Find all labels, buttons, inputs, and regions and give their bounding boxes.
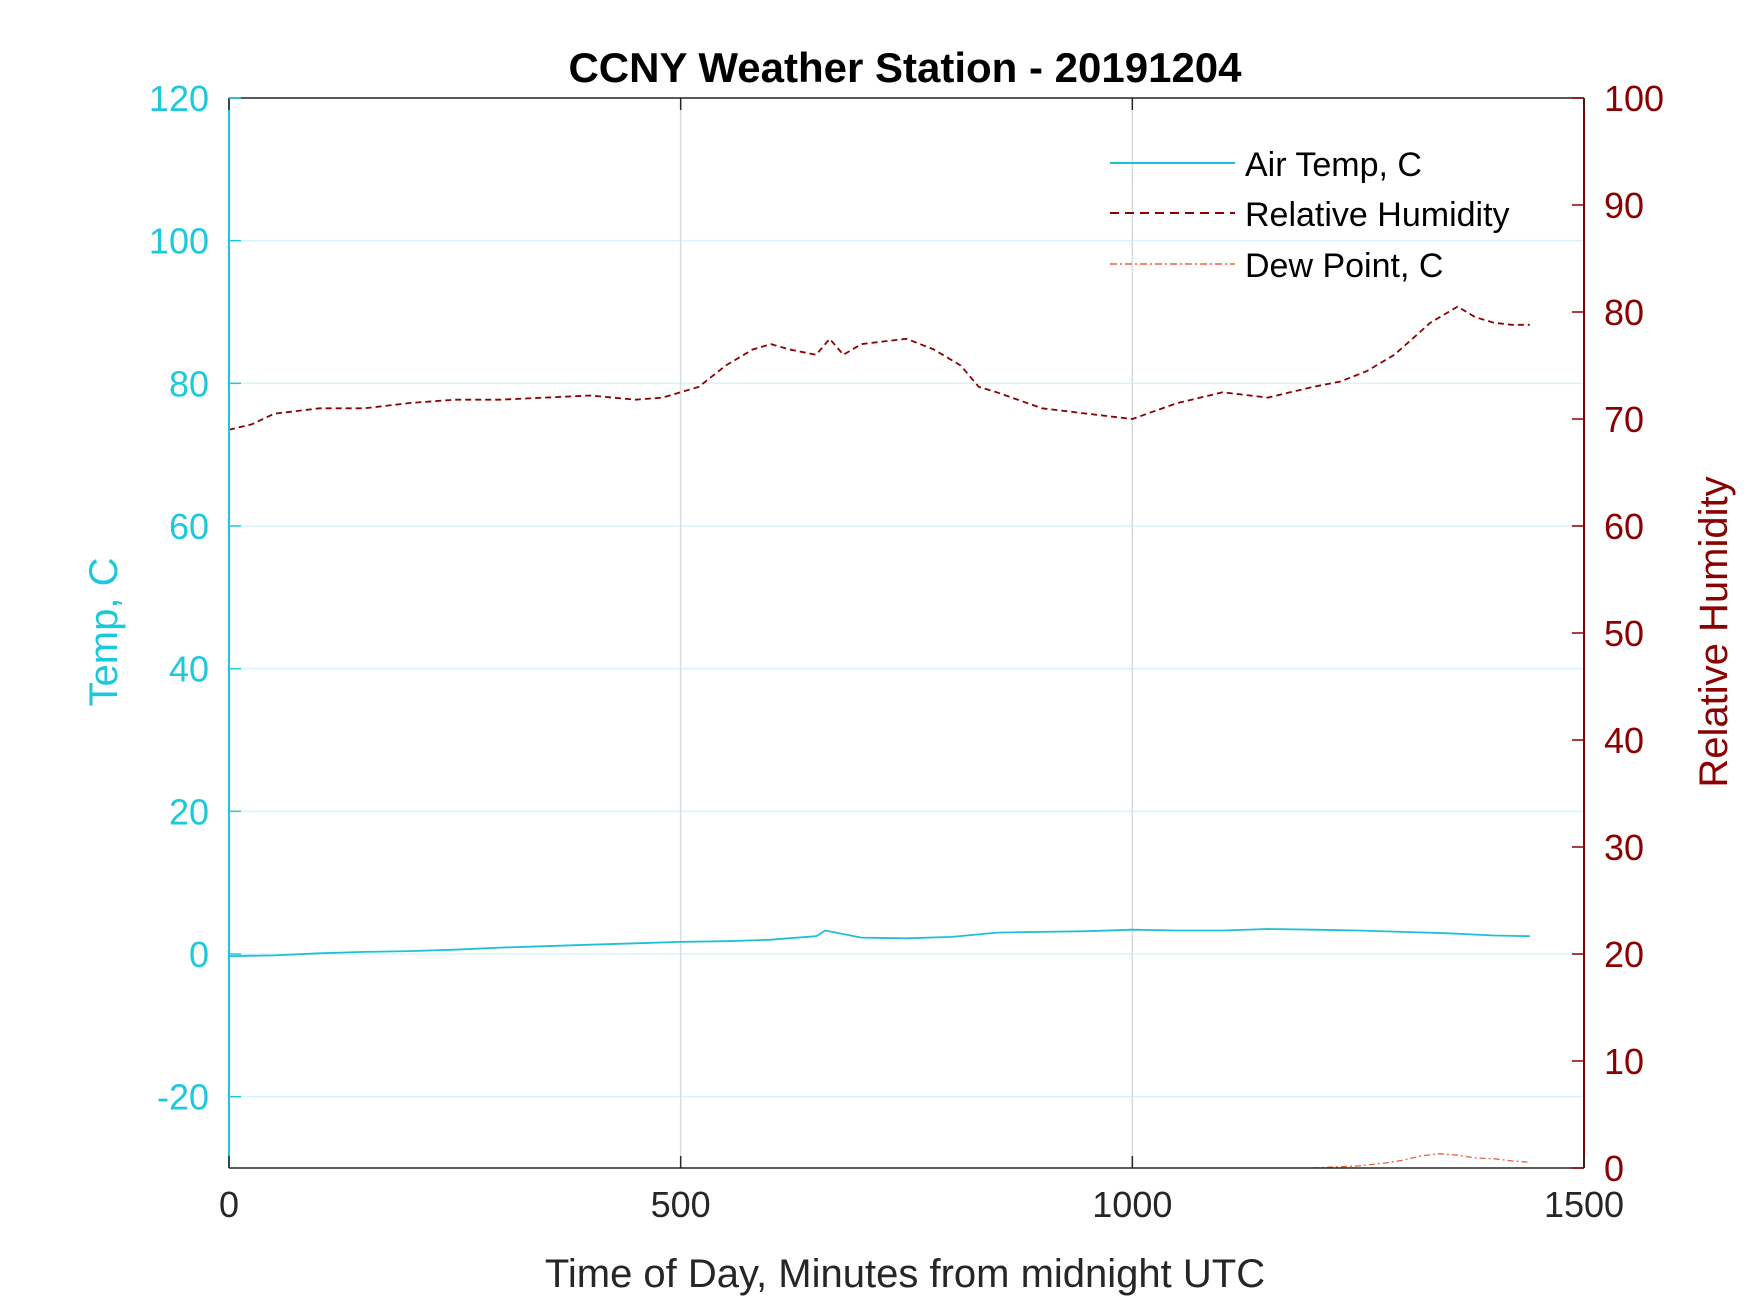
y-tick-label-left: -20 (157, 1077, 209, 1118)
y-tick-label-left: 60 (169, 506, 209, 547)
y-tick-label-right: 60 (1604, 506, 1644, 547)
x-tick-label: 1500 (1544, 1184, 1624, 1225)
y-tick-label-right: 10 (1604, 1041, 1644, 1082)
y-tick-label-right: 70 (1604, 399, 1644, 440)
y-axis-label-right: Relative Humidity (1692, 476, 1736, 787)
x-axis-label: Time of Day, Minutes from midnight UTC (545, 1252, 1265, 1296)
chart-title: CCNY Weather Station - 20191204 (568, 44, 1242, 91)
y-tick-label-right: 0 (1604, 1148, 1624, 1189)
legend: Air Temp, C Relative Humidity Dew Point,… (1110, 146, 1510, 285)
y-tick-label-right: 40 (1604, 720, 1644, 761)
y-tick-label-right: 20 (1604, 934, 1644, 975)
y-tick-label-right: 100 (1604, 78, 1664, 119)
x-tick-label: 1000 (1092, 1184, 1172, 1225)
series-line-relative-humidity (228, 305, 1530, 431)
series-line-air-temp-c (228, 928, 1530, 957)
y-tick-label-left: 0 (189, 934, 209, 975)
y-tick-label-right: 90 (1604, 185, 1644, 226)
y-tick-label-right: 80 (1604, 292, 1644, 333)
y-axis-label-left: Temp, C (82, 558, 126, 707)
y-tick-label-left: 100 (149, 221, 209, 262)
x-tick-label: 0 (219, 1184, 239, 1225)
y-tick-label-left: 120 (149, 78, 209, 119)
y-tick-label-left: 20 (169, 791, 209, 832)
y-tick-label-left: 80 (169, 363, 209, 404)
x-tick-label: 500 (651, 1184, 711, 1225)
axes: 0 500 1000 1500 -20 0 20 40 60 80 100 120 0 10 20 30 40 5… (149, 78, 1664, 1225)
legend-label-humidity: Relative Humidity (1245, 196, 1510, 234)
plot-series (228, 305, 1530, 1169)
legend-label-dew-point: Dew Point, C (1245, 247, 1443, 285)
y-tick-label-right: 30 (1604, 827, 1644, 868)
y-tick-label-right: 50 (1604, 613, 1644, 654)
y-tick-label-left: 40 (169, 649, 209, 690)
series-line-dew-point-c (1312, 1153, 1530, 1169)
legend-label-air-temp: Air Temp, C (1245, 146, 1422, 184)
